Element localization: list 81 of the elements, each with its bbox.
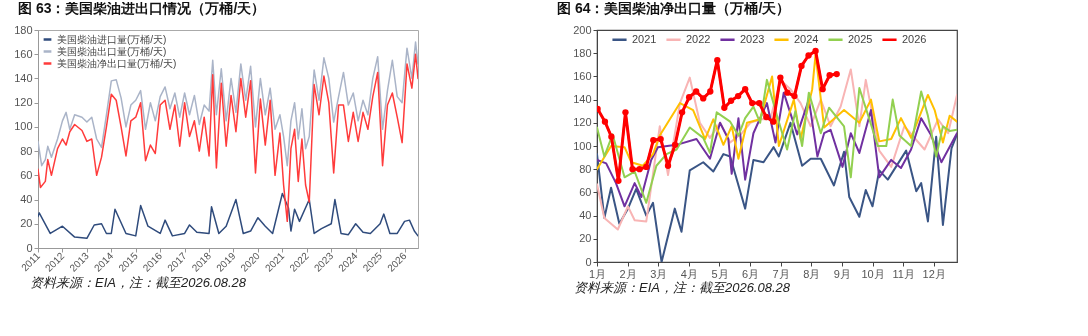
line-series: [597, 68, 957, 231]
text: 资料来源：EIA，注：截至2026.08.28: [574, 279, 792, 297]
point: [622, 109, 629, 116]
point: [819, 86, 826, 93]
point: [678, 109, 686, 116]
point: [770, 118, 777, 125]
legend-label: 2026: [902, 32, 927, 45]
x-tick-label: 8月: [803, 267, 821, 280]
y-tick-label: 60: [579, 185, 592, 198]
y-tick-label: 20: [579, 232, 592, 245]
point: [791, 92, 798, 100]
y-tick-label: 60: [20, 168, 33, 181]
y-tick-label: 140: [14, 71, 33, 84]
legend-label: 2022: [686, 32, 711, 45]
point: [615, 177, 622, 184]
y-tick-label: 40: [579, 209, 592, 222]
point: [727, 97, 735, 104]
point: [763, 113, 770, 121]
y-tick-label: 100: [573, 139, 592, 152]
point: [742, 86, 749, 93]
point: [812, 47, 819, 55]
point: [693, 88, 700, 95]
x-tick-label: 2月: [619, 267, 637, 280]
point: [756, 99, 763, 107]
y-tick-label: 180: [573, 46, 592, 59]
x-tick-label: 7月: [772, 267, 790, 280]
y-tick-label: 20: [20, 217, 33, 230]
legend-label: 2024: [794, 32, 819, 45]
x-tick-label: 9月: [833, 267, 851, 280]
point: [650, 137, 657, 144]
point: [601, 118, 609, 125]
text: 资料来源：EIA，注：截至2026.08.28: [30, 274, 248, 292]
legend-label: 美国柴油进口量(万桶/天): [57, 33, 167, 45]
point: [784, 89, 791, 96]
x-tick-label: 5月: [711, 267, 729, 280]
y-tick-label: 80: [579, 162, 592, 175]
x-tick-label: 6月: [742, 267, 760, 280]
point: [734, 92, 742, 100]
point: [798, 62, 805, 70]
x-tick-label: 10月: [861, 267, 885, 280]
point: [657, 135, 664, 143]
point: [714, 57, 721, 64]
point: [700, 95, 707, 102]
y-tick-label: 80: [20, 144, 33, 157]
y-tick-label: 160: [573, 69, 592, 82]
y-tick-label: 200: [573, 23, 592, 36]
x-tick-label: 3月: [650, 267, 668, 280]
line-series: [38, 192, 418, 240]
y-tick-label: 0: [585, 255, 592, 268]
point: [805, 52, 812, 59]
point: [608, 133, 615, 140]
point: [721, 104, 728, 111]
point: [707, 88, 714, 95]
legend-label: 2023: [740, 32, 765, 45]
legend-label: 美国柴油净出口量(万桶/天): [57, 57, 177, 69]
point: [685, 94, 693, 101]
y-tick-label: 140: [573, 93, 592, 106]
legend-label: 2025: [848, 32, 873, 45]
y-tick-label: 100: [14, 120, 33, 133]
legend-label: 2021: [632, 32, 657, 45]
x-tick-label: 11月: [892, 267, 915, 280]
y-tick-label: 120: [14, 96, 33, 109]
x-tick-label: 12月: [922, 267, 946, 280]
legend-label: 美国柴油出口量(万桶/天): [57, 45, 167, 57]
point: [833, 70, 840, 78]
point: [777, 74, 784, 81]
x-tick-label: 1月: [588, 267, 607, 280]
y-tick-label: 180: [14, 23, 33, 36]
y-tick-label: 120: [573, 116, 592, 129]
line-series: [597, 121, 957, 262]
point: [664, 162, 672, 169]
y-tick-label: 40: [20, 193, 33, 206]
y-tick-label: 160: [14, 47, 33, 60]
point: [749, 99, 756, 107]
point: [826, 72, 833, 79]
point: [643, 163, 650, 171]
y-tick-label: 0: [26, 241, 33, 254]
point: [671, 141, 679, 148]
point: [629, 166, 636, 173]
point: [636, 166, 643, 173]
x-tick-label: 4月: [680, 267, 698, 280]
